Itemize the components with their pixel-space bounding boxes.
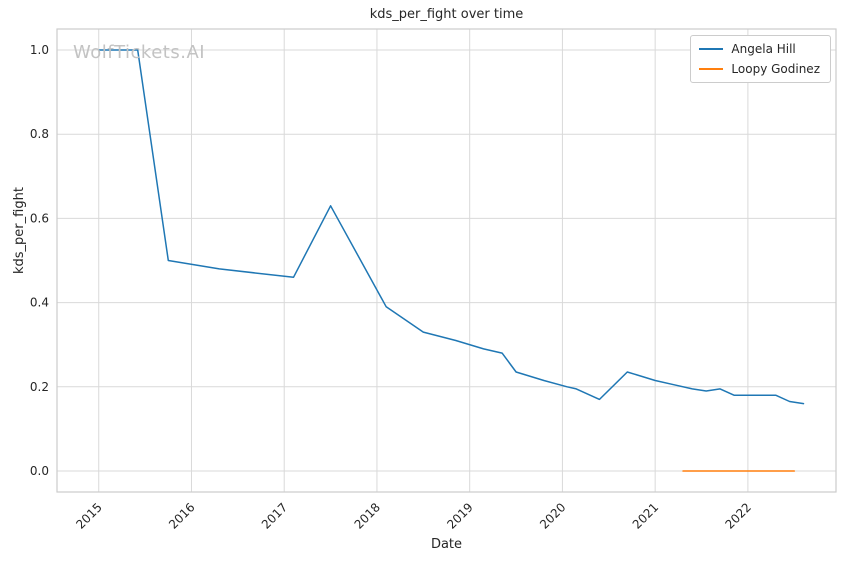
legend-item: Angela Hill — [699, 42, 820, 56]
x-tick-label: 2016 — [166, 500, 197, 531]
y-tick-label: 0.0 — [30, 464, 49, 478]
gridlines — [57, 29, 836, 492]
legend-line-swatch — [699, 68, 724, 70]
y-tick-labels: 0.0 0.2 0.4 0.6 0.8 1.0 — [30, 43, 49, 478]
x-tick-label: 2019 — [444, 500, 475, 531]
legend-item: Loopy Godinez — [699, 62, 820, 76]
y-tick-label: 1.0 — [30, 43, 49, 57]
y-tick-label: 0.8 — [30, 127, 49, 141]
x-tick-labels: 2015 2016 2017 2018 2019 2020 2021 2022 — [73, 500, 754, 531]
x-tick-label: 2017 — [259, 500, 290, 531]
legend-label: Loopy Godinez — [731, 62, 820, 76]
legend: Angela Hill Loopy Godinez — [690, 35, 831, 83]
plot-border — [56, 28, 837, 493]
y-tick-label: 0.4 — [30, 296, 49, 310]
legend-line-swatch — [699, 48, 724, 50]
series-line-0 — [97, 49, 805, 405]
x-axis-label: Date — [430, 537, 463, 552]
x-tick-label: 2018 — [352, 500, 383, 531]
y-axis-label: kds_per_fight — [12, 187, 27, 274]
x-tick-label: 2020 — [537, 500, 568, 531]
x-tick-label: 2022 — [723, 500, 754, 531]
y-tick-label: 0.6 — [30, 211, 49, 225]
chart-title: kds_per_fight over time — [369, 7, 524, 22]
x-tick-label: 2021 — [630, 500, 661, 531]
data-series-lines — [97, 49, 805, 472]
axes-spines — [56, 28, 837, 493]
legend-label: Angela Hill — [731, 42, 796, 56]
y-tick-label: 0.2 — [30, 380, 49, 394]
x-tick-label: 2015 — [73, 500, 104, 531]
